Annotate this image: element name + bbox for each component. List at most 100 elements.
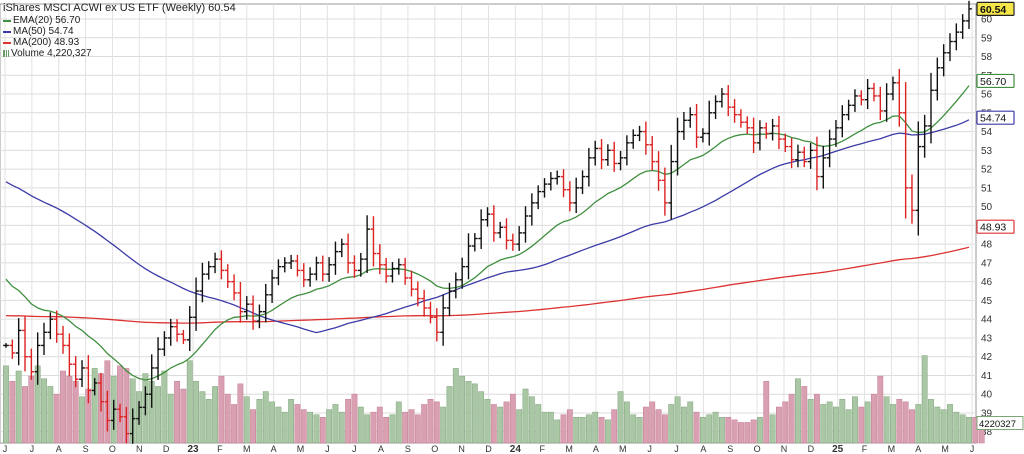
price-tag bbox=[976, 110, 1015, 125]
y-tick-label: 60 bbox=[981, 15, 993, 26]
volume-bar bbox=[725, 417, 732, 444]
volume-bar bbox=[814, 393, 820, 444]
ohlc-bar bbox=[662, 167, 668, 216]
volume-bar bbox=[877, 375, 884, 444]
x-tick-label: A bbox=[56, 444, 62, 454]
ohlc-bar bbox=[129, 408, 136, 444]
volume-bar bbox=[22, 386, 28, 444]
ohlc-bar bbox=[535, 185, 542, 210]
y-tick-label: 56 bbox=[981, 90, 993, 101]
ohlc-bar bbox=[22, 315, 28, 372]
ohlc-bar bbox=[852, 89, 858, 112]
ohlc-bar bbox=[319, 255, 326, 282]
volume-bar bbox=[224, 393, 231, 444]
volume-bar bbox=[769, 414, 776, 444]
price-tag bbox=[976, 219, 1015, 234]
ohlc-bar bbox=[902, 82, 909, 219]
ma50-line bbox=[5, 119, 970, 334]
volume-bar bbox=[433, 401, 440, 444]
x-tick-label: J bbox=[352, 444, 357, 454]
ohlc-bar bbox=[117, 403, 123, 423]
ohlc-bar bbox=[389, 262, 396, 283]
volume-bar bbox=[668, 404, 675, 444]
volume-bar bbox=[782, 401, 789, 444]
ohlc-bar bbox=[928, 72, 934, 144]
ohlc-bar bbox=[801, 146, 808, 168]
ohlc-bar bbox=[9, 339, 16, 359]
volume-bar bbox=[712, 411, 719, 444]
volume-bar bbox=[845, 409, 852, 444]
volume-bar bbox=[262, 391, 269, 444]
volume-bar bbox=[3, 365, 9, 444]
volume-bar bbox=[351, 393, 358, 444]
volume-bar bbox=[471, 383, 478, 444]
ohlc-bar bbox=[136, 401, 142, 425]
volume-bar bbox=[243, 396, 250, 444]
volume-bar bbox=[680, 406, 687, 444]
ohlc-bar bbox=[947, 33, 953, 62]
volume-bar bbox=[966, 417, 972, 444]
volume-bar bbox=[395, 401, 402, 444]
ohlc-bar bbox=[237, 281, 244, 323]
chart-legend: iShares MSCI ACWI ex US ETF (Weekly) 60.… bbox=[3, 2, 236, 59]
volume-bar bbox=[364, 414, 371, 444]
volume-bar bbox=[687, 401, 694, 444]
volume-bar bbox=[883, 396, 890, 444]
volume-bar bbox=[516, 409, 523, 444]
volume-bar bbox=[174, 381, 180, 444]
ohlc-bar bbox=[452, 272, 459, 299]
volume-bar bbox=[719, 417, 725, 444]
volume-bar bbox=[237, 383, 244, 444]
x-tick-label: O bbox=[109, 444, 116, 454]
ohlc-bar bbox=[250, 295, 256, 330]
ohlc-bar bbox=[34, 332, 41, 385]
volume-bar bbox=[205, 399, 212, 444]
legend-volume: Volume 4,220,327 bbox=[3, 48, 236, 59]
volume-bar bbox=[41, 378, 47, 444]
ohlc-bar bbox=[307, 267, 313, 287]
y-tick-label: 47 bbox=[981, 258, 993, 269]
x-tick-label: N bbox=[781, 444, 788, 454]
volume-bar bbox=[795, 378, 801, 444]
ohlc-bar bbox=[383, 258, 389, 283]
x-tick-label: M bbox=[941, 444, 949, 454]
volume-bar bbox=[281, 411, 288, 444]
ohlc-bar bbox=[953, 23, 960, 51]
y-tick-label: 43 bbox=[981, 333, 993, 344]
y-tick-label: 58 bbox=[981, 52, 993, 63]
volume-bar bbox=[256, 399, 263, 444]
ohlc-bar bbox=[224, 264, 231, 288]
legend-ema20-label: EMA(20) 56.70 bbox=[13, 15, 81, 26]
ohlc-bar bbox=[776, 115, 782, 150]
ohlc-bar bbox=[351, 255, 358, 278]
x-tick-label: S bbox=[727, 444, 733, 454]
ohlc-bar bbox=[497, 221, 504, 239]
volume-bar bbox=[408, 409, 415, 444]
volume-bar bbox=[801, 386, 808, 444]
x-tick-label: J bbox=[325, 444, 330, 454]
y-tick-label: 44 bbox=[981, 315, 993, 326]
y-tick-label: 45 bbox=[981, 296, 993, 307]
ohlc-bar bbox=[28, 348, 35, 380]
volume-bar bbox=[706, 414, 713, 444]
ohlc-bar bbox=[471, 233, 478, 252]
x-tick-label: M bbox=[297, 444, 305, 454]
volume-bar bbox=[47, 386, 54, 444]
ohlc-bar bbox=[845, 99, 852, 121]
ohlc-bar bbox=[528, 193, 535, 226]
x-tick-label: J bbox=[3, 444, 8, 454]
ohlc-bar bbox=[541, 178, 548, 198]
volume-bar bbox=[934, 406, 941, 444]
y-tick-label: 41 bbox=[981, 371, 993, 382]
ohlc-bar bbox=[332, 241, 339, 275]
volume-bar bbox=[313, 414, 320, 444]
x-tick-label: O bbox=[754, 444, 761, 454]
ohlc-bar bbox=[649, 135, 656, 171]
ohlc-bar bbox=[395, 258, 402, 275]
y-tick-label: 50 bbox=[981, 202, 993, 213]
x-tick-label: N bbox=[136, 444, 143, 454]
chart-title: iShares MSCI ACWI ex US ETF (Weekly) 60.… bbox=[3, 2, 236, 14]
legend-ma200: MA(200) 48.93 bbox=[3, 37, 236, 48]
volume-bar bbox=[300, 409, 307, 444]
ohlc-bar bbox=[757, 120, 763, 151]
